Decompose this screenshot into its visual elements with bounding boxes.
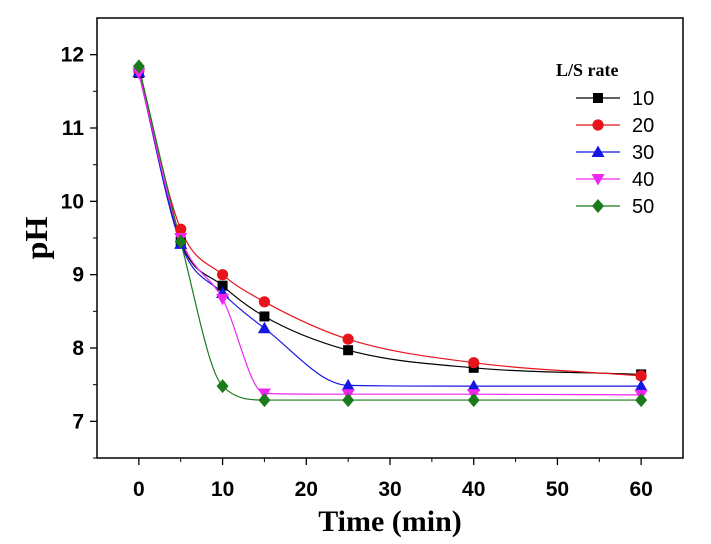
- series-50-point: [342, 393, 355, 408]
- legend-title: L/S rate: [556, 60, 619, 80]
- legend-label-50: 50: [632, 196, 654, 218]
- series-40-point: [216, 293, 230, 306]
- x-tick-label: 10: [211, 478, 234, 501]
- x-tick-label: 0: [133, 478, 145, 501]
- data-markers: [132, 59, 648, 408]
- x-tick-label: 60: [629, 478, 652, 501]
- series-20-point: [635, 370, 647, 382]
- legend-label-20: 20: [632, 115, 654, 137]
- series-10-point: [343, 345, 354, 356]
- series-40-curve: [138, 72, 642, 396]
- series-40-point: [132, 68, 146, 80]
- series-30-point: [257, 321, 271, 334]
- fitted-curves: [138, 66, 642, 401]
- series-50-point: [635, 393, 648, 408]
- legend-label-40: 40: [632, 169, 654, 191]
- axes: 0 10 20 30 40 50 60 7 8 9 10 11 12: [61, 44, 653, 501]
- legend-marker-40: [591, 174, 605, 186]
- legend-label-30: 30: [632, 142, 654, 164]
- legend-marker-20: [592, 119, 604, 131]
- legend-marker-30: [591, 145, 605, 157]
- series-30-curve: [138, 72, 642, 387]
- series-50-point: [174, 234, 187, 249]
- x-tick-label: 30: [378, 478, 401, 501]
- y-tick-label: 10: [61, 190, 84, 213]
- series-50-point: [216, 379, 229, 394]
- y-axis-title: pH: [18, 217, 54, 260]
- series-20-point: [468, 357, 480, 369]
- y-tick-label: 11: [62, 117, 85, 140]
- y-tick-label: 9: [72, 264, 84, 287]
- series-20-point: [258, 296, 271, 308]
- series-20-point: [342, 333, 354, 345]
- x-tick-label: 50: [546, 478, 569, 501]
- x-tick-label: 20: [295, 478, 318, 501]
- y-tick-label: 7: [72, 410, 84, 433]
- series-30-point: [634, 379, 648, 392]
- y-tick-label: 12: [61, 44, 84, 67]
- series-20-point: [175, 223, 187, 235]
- series-10-point: [259, 311, 270, 322]
- x-tick-label: 40: [462, 478, 485, 501]
- legend-label-10: 10: [632, 88, 654, 110]
- series-30-point: [341, 378, 355, 391]
- series-50-point: [258, 393, 271, 408]
- series-20-curve: [138, 70, 642, 377]
- series-50-point: [132, 59, 145, 74]
- series-50-point: [467, 393, 480, 408]
- legend-marker-10: [593, 93, 603, 103]
- series-10-curve: [138, 72, 642, 375]
- series-30-point: [467, 379, 481, 392]
- series-10-point: [217, 280, 228, 291]
- legend-marker-50: [592, 199, 604, 213]
- x-axis-title: Time (min): [318, 505, 462, 538]
- y-tick-label: 8: [72, 337, 84, 360]
- legend: L/S rate 10 20 30 40 50: [556, 60, 654, 218]
- series-20-point: [216, 269, 229, 281]
